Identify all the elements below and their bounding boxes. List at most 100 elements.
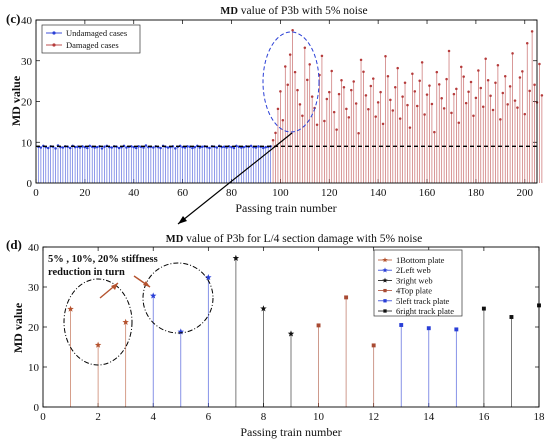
annotation-arrowhead-right [143,281,150,287]
undamaged-point [103,145,106,148]
y-tick-label: 30 [21,56,33,68]
panel-c-xlabel: Passing train number [235,201,336,215]
damaged-point [523,112,527,116]
damaged-point [271,138,275,142]
damaged-point [372,77,375,80]
damaged-point [528,89,531,93]
damaged-point [342,85,346,89]
damaged-point [477,69,480,72]
damaged-point [415,104,419,108]
damaged-point [396,66,399,70]
damaged-point [379,90,382,94]
undamaged-point [174,147,177,150]
panel-d-marks [67,254,541,407]
damaged-point [423,113,426,116]
damaged-point [418,79,421,82]
damaged-point [491,108,495,112]
x-tick-label: 80 [226,187,238,199]
panel-d-legend-box [373,249,463,317]
annotation-line-2: reduction in turn [48,267,125,278]
damaged-point [513,99,517,102]
x-tick-label: 40 [128,187,140,199]
damaged-point [467,90,470,93]
damaged-point [291,28,294,32]
damaged-point [496,63,500,67]
damaged-point [398,117,402,120]
damaged-point [389,98,392,102]
legend-label: 1Bottom plate [396,255,445,265]
damaged-point [459,65,463,69]
damaged-point [386,74,390,78]
damaged-point [406,103,409,107]
panel-c-ylabel: MD value [9,75,23,126]
damage-point [122,318,129,325]
damaged-point [450,111,453,115]
damaged-point [408,126,412,129]
legend-undamaged-label: Undamaged cases [66,28,127,38]
damage-point [509,315,514,319]
undamaged-point [61,146,65,149]
damaged-point [403,81,407,85]
annotation-ellipse-left [63,278,133,366]
damaged-point [276,107,280,111]
damaged-point [501,91,505,95]
x-tick-label: 8 [261,411,267,423]
damaged-point [325,97,329,101]
damaged-point [540,94,544,97]
damaged-point [481,105,485,109]
damaged-point [315,123,319,126]
damaged-point [464,101,468,105]
legend-label: 4Top plate [396,286,432,296]
damaged-point [301,114,304,118]
damaged-point [354,102,358,105]
damage-point [260,305,267,312]
legend-marker [382,277,388,283]
undamaged-point [257,145,260,148]
y-tick-label: 40 [28,242,40,254]
damaged-point [357,132,360,135]
damaged-point [494,81,497,85]
damaged-point [472,114,475,118]
connector-arrow [177,132,293,225]
damage-point [177,328,185,335]
damaged-point [340,79,343,82]
x-tick-label: 120 [321,187,338,199]
undamaged-point [110,146,114,149]
damage-point [287,330,295,337]
damaged-point [452,92,456,96]
damaged-point [420,61,424,64]
damaged-point [394,85,397,89]
damaged-point [433,130,436,134]
undamaged-point [144,144,148,147]
damaged-point [474,96,478,100]
damaged-point [384,55,387,58]
undamaged-point [232,146,236,150]
x-tick-label: 180 [468,187,485,199]
y-tick-label: 20 [21,97,33,109]
legend-marker [383,288,387,293]
damage-point [94,341,102,348]
damaged-point [347,116,351,119]
damaged-point [511,52,514,55]
damaged-point [484,57,487,60]
damaged-point [330,69,333,73]
undamaged-point [68,146,72,150]
damage-point [205,274,212,281]
damaged-point [288,53,292,56]
damaged-point [521,70,524,73]
damaged-point [381,122,385,126]
damaged-point [489,94,492,98]
legend-label: 6right track plate [396,306,454,316]
damaged-point [538,62,541,66]
undamaged-point [100,147,104,150]
damaged-point [411,72,414,76]
connector-arrowhead [178,216,187,224]
damaged-point [391,109,395,112]
panel-c-tag: (c) [6,11,20,26]
undamaged-point [159,146,162,150]
damaged-point [479,86,483,90]
undamaged-point [152,146,155,149]
legend-label: 2Left web [396,265,431,275]
legend-marker [382,267,388,273]
damage-point [481,306,486,311]
